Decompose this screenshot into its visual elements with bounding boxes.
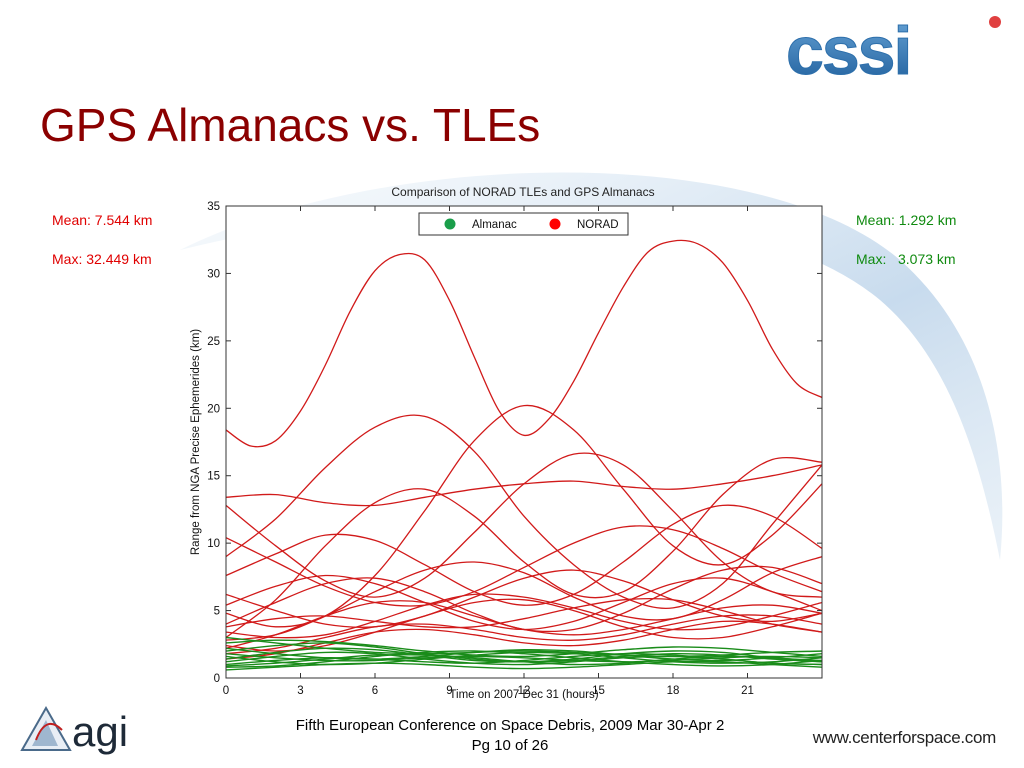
x-tick-label: 0: [223, 685, 229, 697]
x-tick-label: 12: [518, 685, 531, 697]
norad-series-line: [225, 452, 823, 598]
norad-series-line: [225, 593, 823, 639]
almanac-series-line: [225, 639, 823, 658]
svg-text:cssi: cssi: [786, 13, 910, 82]
y-tick-label: 30: [207, 268, 220, 280]
x-tick-label: 9: [446, 685, 452, 697]
almanac-series-line: [225, 653, 823, 663]
footer-page-number: Pg 10 of 26: [471, 737, 549, 754]
legend-almanac-marker: [444, 218, 456, 230]
x-tick-label: 21: [741, 685, 754, 697]
norad-series-line: [225, 614, 823, 655]
almanac-max-stat: Max: 3.073 km: [856, 251, 956, 267]
plot-frame: [225, 205, 823, 679]
legend-almanac-label: Almanac: [472, 219, 517, 231]
almanac-series-line: [225, 660, 823, 671]
y-tick-label: 5: [214, 606, 220, 618]
norad-series-line: [225, 414, 823, 610]
legend-norad-marker: [549, 218, 561, 230]
almanac-series-line: [225, 652, 823, 666]
chart-title: Comparison of NORAD TLEs and GPS Almanac…: [391, 185, 654, 199]
norad-series-line: [225, 525, 823, 607]
norad-series-line: [225, 598, 823, 652]
y-axis-label: Range from NGA Precise Ephemerides (km): [190, 329, 202, 555]
norad-series-line: [225, 239, 823, 448]
legend: Almanac NORAD: [418, 212, 629, 236]
y-tick-label: 10: [207, 538, 220, 550]
almanac-series-line: [225, 636, 823, 658]
almanac-series-line: [225, 653, 823, 667]
y-tick-label: 35: [207, 201, 220, 213]
norad-series-line: [225, 456, 823, 639]
agi-logo: agi: [18, 700, 158, 761]
x-tick-label: 3: [297, 685, 303, 697]
legend-box: [418, 212, 629, 236]
x-tick-label: 6: [372, 685, 378, 697]
x-tick-label: 18: [667, 685, 680, 697]
x-axis-label: Time on 2007 Dec 31 (hours): [449, 689, 598, 701]
y-tick-label: 0: [214, 673, 220, 685]
norad-series-line: [225, 600, 823, 649]
footer-url: www.centerforspace.com: [812, 728, 997, 747]
series-layer: [225, 239, 823, 671]
cssi-logo: cssi: [786, 12, 1006, 90]
axis-layer: 0 3 6 9 12 15 18 21 0 5 10 15 20 25 30 35: [207, 201, 822, 697]
x-tick-label: 15: [592, 685, 605, 697]
slide-title: GPS Almanacs vs. TLEs: [40, 99, 541, 151]
norad-max-stat: Max: 32.449 km: [52, 251, 152, 267]
svg-text:agi: agi: [72, 708, 128, 755]
almanac-series-line: [225, 650, 823, 668]
norad-series-line: [225, 504, 823, 606]
legend-norad-label: NORAD: [577, 219, 619, 231]
footer-conference: Fifth European Conference on Space Debri…: [295, 717, 725, 734]
almanac-mean-stat: Mean: 1.292 km: [856, 212, 957, 228]
y-tick-label: 20: [207, 403, 220, 415]
y-tick-label: 15: [207, 471, 220, 483]
y-tick-label: 25: [207, 336, 220, 348]
norad-mean-stat: Mean: 7.544 km: [52, 212, 153, 228]
